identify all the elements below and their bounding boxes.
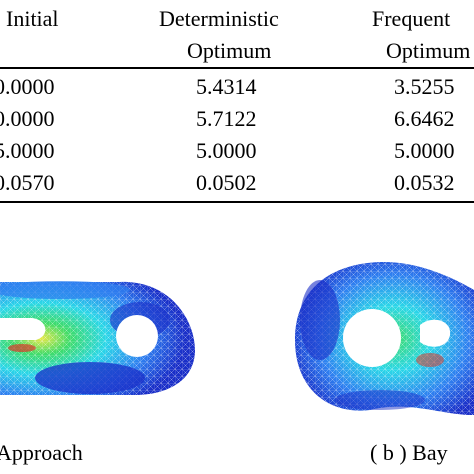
fea-contour-figures <box>0 262 474 415</box>
row-2-deterministic: 5.7122 <box>196 106 257 131</box>
header-frequent-line2: Optimum <box>386 38 471 63</box>
header-frequent-line1: Frequent <box>372 6 451 31</box>
header-initial: Initial <box>6 6 59 31</box>
row-2-initial: 0.0000 <box>0 106 55 131</box>
row-1-deterministic: 5.4314 <box>196 74 257 99</box>
row-4-frequent: 0.0532 <box>394 170 455 195</box>
row-3-initial: 5.0000 <box>0 138 55 163</box>
header-deterministic-line1: Deterministic <box>159 6 279 31</box>
row-1-initial: 0.0000 <box>0 74 55 99</box>
row-4-deterministic: 0.0502 <box>196 170 257 195</box>
caption-right: ( b ) Bay <box>370 440 448 465</box>
row-3-frequent: 5.0000 <box>394 138 455 163</box>
bottom-rule <box>0 201 474 203</box>
row-1-frequent: 3.5255 <box>394 74 455 99</box>
row-2-frequent: 6.6462 <box>394 106 455 131</box>
right-part-contour <box>295 262 474 415</box>
header-deterministic-line2: Optimum <box>187 38 272 63</box>
header-rule <box>0 67 474 69</box>
caption-left: Approach <box>0 440 83 465</box>
left-part-contour <box>0 281 195 395</box>
row-3-deterministic: 5.0000 <box>196 138 257 163</box>
row-4-initial: 0.0570 <box>0 170 55 195</box>
